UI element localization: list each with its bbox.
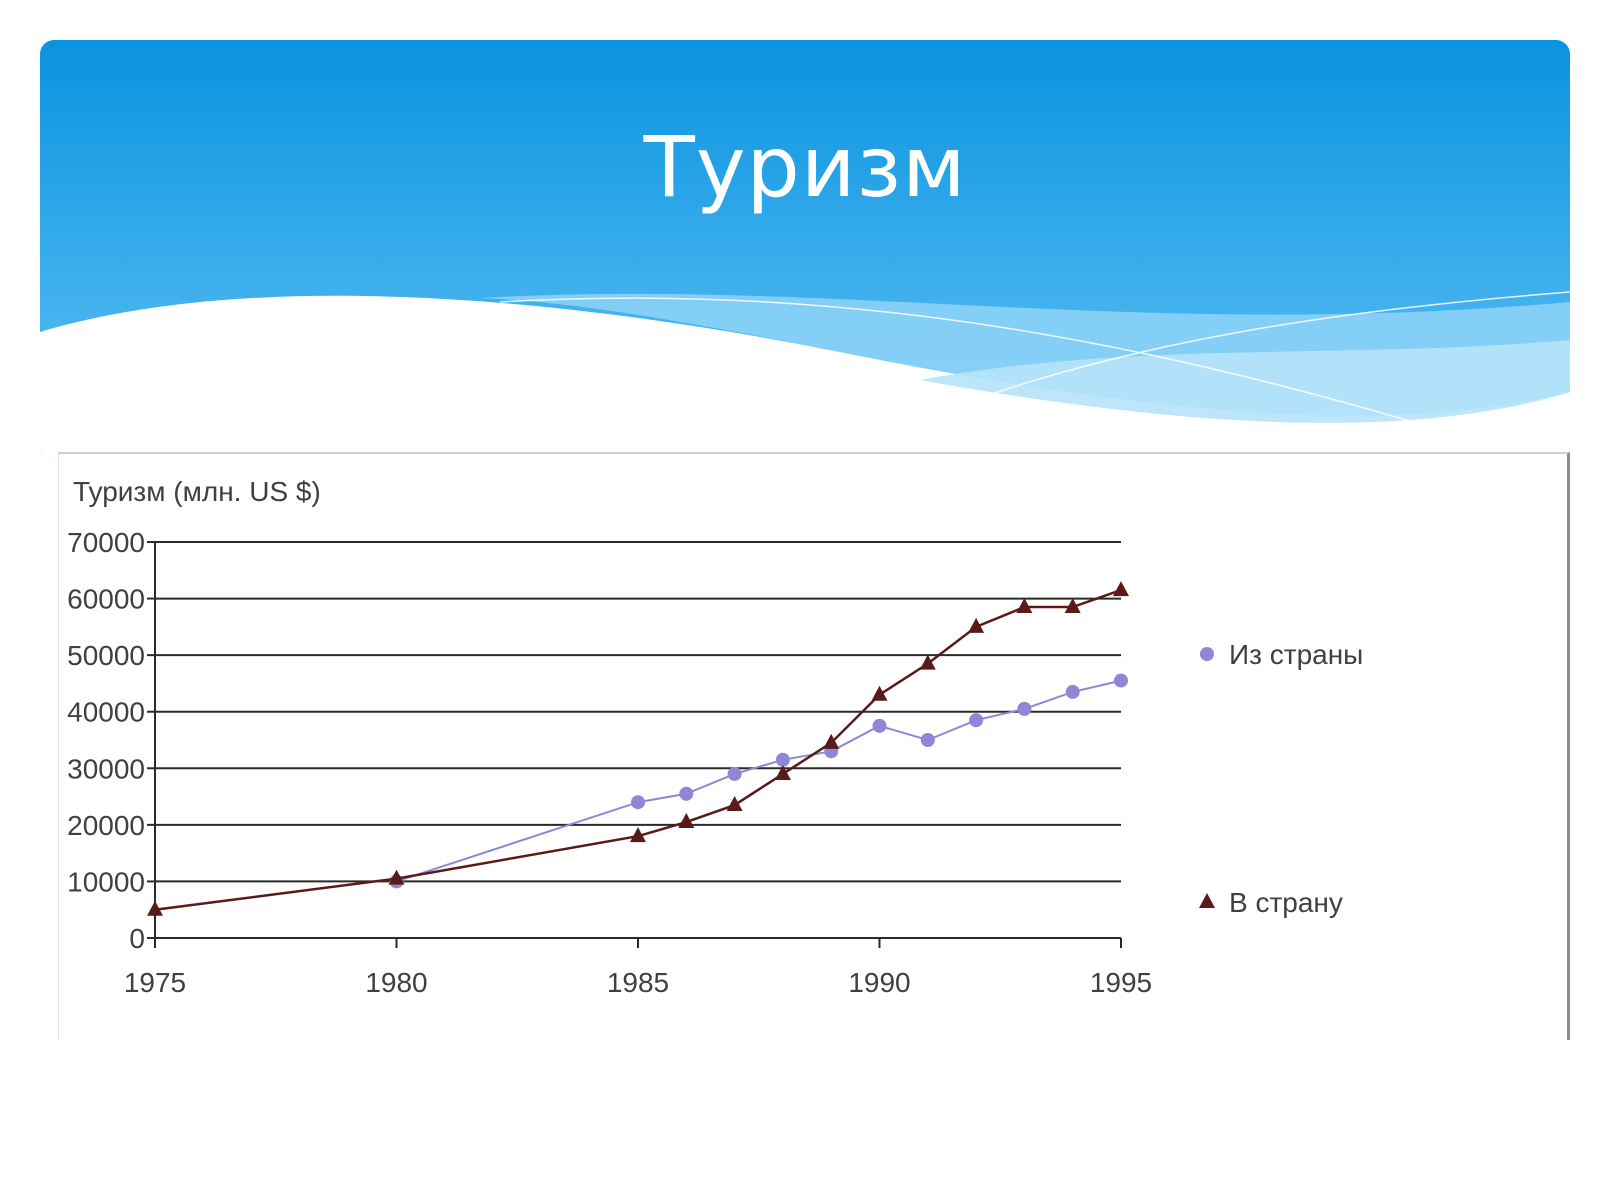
data-point-in <box>919 654 936 670</box>
data-point-out <box>969 713 984 728</box>
data-point-in <box>823 733 840 749</box>
data-point-out <box>775 752 790 767</box>
y-tick-label: 10000 <box>67 866 145 897</box>
data-point-in <box>1113 581 1129 597</box>
data-point-out <box>1017 701 1032 716</box>
y-tick-label: 20000 <box>67 810 145 841</box>
header-wave-graphic <box>40 40 1570 460</box>
x-tick-label: 1990 <box>848 967 910 998</box>
data-point-out <box>872 718 887 733</box>
y-tick-label: 30000 <box>67 753 145 784</box>
slide-header-banner <box>40 40 1570 460</box>
data-point-out <box>679 786 694 801</box>
y-tick-label: 70000 <box>67 527 145 558</box>
data-point-out <box>1065 684 1080 699</box>
legend-label: В страну <box>1229 887 1343 918</box>
chart-title: Туризм (млн. US $) <box>73 476 321 507</box>
data-point-in <box>630 827 646 843</box>
y-tick-label: 50000 <box>67 640 145 671</box>
data-point-in <box>1016 598 1033 614</box>
tourism-line-chart: 0 10000 20000 30000 40000 50000 60000 70000 1975… <box>67 527 1363 998</box>
x-tick-label: 1980 <box>365 967 427 998</box>
data-point-out <box>631 795 645 810</box>
x-tick-label: 1975 <box>124 967 186 998</box>
legend-marker-in <box>1199 893 1215 908</box>
x-tick-label: 1985 <box>607 967 669 998</box>
data-point-in <box>871 685 888 701</box>
data-point-in <box>774 764 791 780</box>
legend-marker-out <box>1200 647 1214 661</box>
data-point-in <box>1064 598 1081 614</box>
y-tick-label: 0 <box>129 923 145 954</box>
data-point-in <box>968 617 985 633</box>
data-point-in <box>147 900 163 916</box>
data-point-in <box>678 813 695 829</box>
slide-title: Туризм <box>643 118 967 216</box>
data-point-out <box>727 766 742 781</box>
series-line-in <box>154 588 1122 911</box>
data-point-out <box>1114 673 1128 688</box>
data-point-in <box>726 796 743 812</box>
legend-label: Из страны <box>1229 639 1363 670</box>
series-line-out <box>396 679 1122 883</box>
y-tick-label: 60000 <box>67 584 145 615</box>
data-point-in <box>388 869 405 885</box>
data-point-out <box>920 733 935 747</box>
x-tick-label: 1995 <box>1090 967 1152 998</box>
chart-panel: Туризм (млн. US $) 0 10000 20000 30000 40000… <box>58 452 1570 1040</box>
y-tick-label: 40000 <box>67 697 145 728</box>
